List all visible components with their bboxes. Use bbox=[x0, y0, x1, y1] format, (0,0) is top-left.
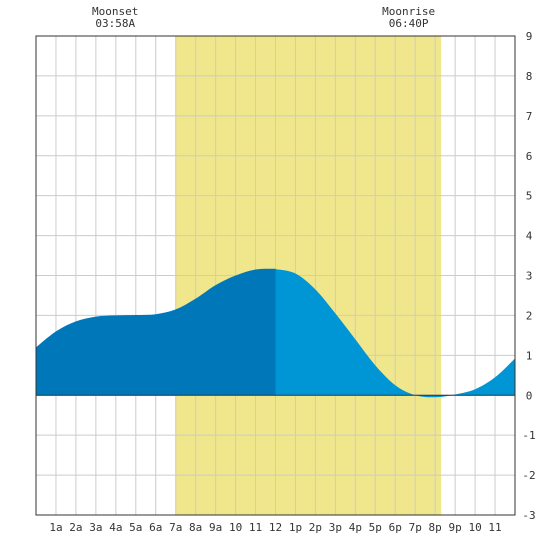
x-tick-label: 6a bbox=[149, 521, 162, 534]
x-tick-label: 9p bbox=[449, 521, 462, 534]
y-tick-label: 3 bbox=[526, 270, 533, 283]
tide-area-morning bbox=[36, 268, 276, 396]
x-tick-label: 3a bbox=[89, 521, 102, 534]
moonset-title: Moonset bbox=[92, 5, 139, 18]
y-tick-label: 7 bbox=[526, 110, 533, 123]
x-tick-label: 11 bbox=[488, 521, 501, 534]
x-tick-label: 10 bbox=[468, 521, 481, 534]
x-tick-label: 2p bbox=[309, 521, 322, 534]
y-tick-label: 6 bbox=[526, 150, 533, 163]
x-tick-label: 10 bbox=[229, 521, 242, 534]
x-tick-label: 5a bbox=[129, 521, 142, 534]
y-tick-label: 8 bbox=[526, 70, 533, 83]
moonset-label: Moonset 03:58A bbox=[75, 6, 155, 30]
x-tick-label: 8p bbox=[429, 521, 442, 534]
y-tick-label: 2 bbox=[526, 309, 533, 322]
moonset-time: 03:58A bbox=[95, 17, 136, 30]
y-axis-tick-labels: 9 8 7 6 5 4 3 2 1 0 -1 -2 -3 bbox=[522, 30, 535, 522]
x-tick-label: 6p bbox=[389, 521, 402, 534]
tide-area-afternoon bbox=[275, 269, 515, 398]
y-tick-label: -2 bbox=[522, 469, 535, 482]
x-axis-tick-labels: 1a 2a 3a 4a 5a 6a 7a 8a 9a 10 11 12 1p 2p 3p 4p 5p 6p 7p 8p… bbox=[49, 521, 501, 534]
x-tick-label: 4a bbox=[109, 521, 122, 534]
x-tick-label: 7p bbox=[409, 521, 422, 534]
y-tick-label: 9 bbox=[526, 30, 533, 43]
y-tick-label: 4 bbox=[526, 230, 533, 243]
x-tick-label: 8a bbox=[189, 521, 202, 534]
x-tick-label: 4p bbox=[349, 521, 362, 534]
x-tick-label: 11 bbox=[249, 521, 262, 534]
x-tick-label: 12 bbox=[269, 521, 282, 534]
y-tick-label: -3 bbox=[522, 509, 535, 522]
x-tick-label: 3p bbox=[329, 521, 342, 534]
y-tick-label: -1 bbox=[522, 429, 535, 442]
x-tick-label: 5p bbox=[369, 521, 382, 534]
moonrise-title: Moonrise bbox=[382, 5, 436, 18]
plot-border bbox=[35, 35, 516, 516]
x-tick-label: 1p bbox=[289, 521, 302, 534]
y-tick-label: 1 bbox=[526, 349, 533, 362]
y-tick-label: 0 bbox=[526, 389, 533, 402]
x-tick-label: 2a bbox=[69, 521, 82, 534]
x-tick-label: 1a bbox=[49, 521, 62, 534]
x-tick-label: 9a bbox=[209, 521, 222, 534]
moonrise-time: 06:40P bbox=[388, 17, 429, 30]
moonrise-label: Moonrise 06:40P bbox=[369, 6, 449, 30]
x-tick-label: 7a bbox=[169, 521, 182, 534]
y-tick-label: 5 bbox=[526, 190, 533, 203]
